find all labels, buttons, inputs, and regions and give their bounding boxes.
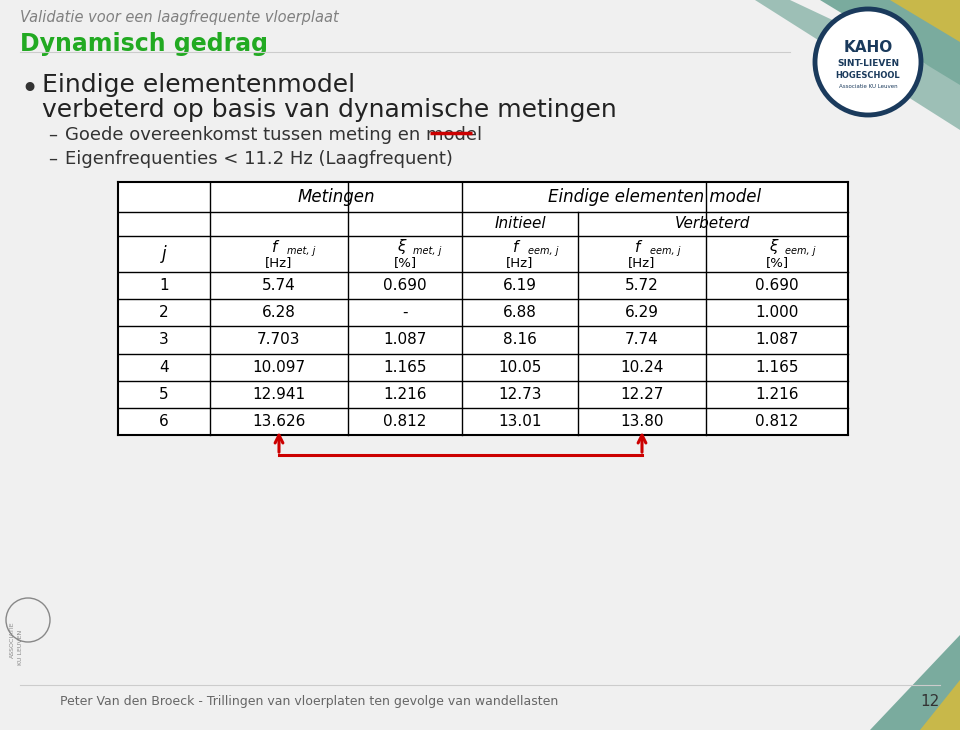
Text: verbeterd op basis van dynamische metingen: verbeterd op basis van dynamische meting…	[42, 98, 616, 122]
Text: 10.24: 10.24	[620, 360, 663, 374]
Text: Eigenfrequenties < 11.2 Hz (Laagfrequent): Eigenfrequenties < 11.2 Hz (Laagfrequent…	[65, 150, 453, 168]
Text: -: -	[402, 305, 408, 320]
Text: 1: 1	[159, 278, 169, 293]
Text: KAHO: KAHO	[844, 40, 893, 55]
Text: 1.087: 1.087	[383, 332, 426, 347]
Text: 10.097: 10.097	[252, 360, 305, 374]
Text: 6.29: 6.29	[625, 305, 659, 320]
Text: f: f	[636, 239, 640, 255]
Text: f: f	[273, 239, 277, 255]
Text: 5: 5	[159, 387, 169, 402]
Text: Initieel: Initieel	[494, 217, 546, 231]
Text: 1.165: 1.165	[756, 360, 799, 374]
Text: 6.28: 6.28	[262, 305, 296, 320]
Text: 6.19: 6.19	[503, 278, 537, 293]
Text: 13.626: 13.626	[252, 414, 305, 429]
Text: 8.16: 8.16	[503, 332, 537, 347]
Text: Associatie KU Leuven: Associatie KU Leuven	[839, 83, 898, 88]
Text: [Hz]: [Hz]	[628, 256, 656, 269]
Circle shape	[815, 9, 921, 115]
Text: •: •	[20, 75, 38, 104]
Text: 12.941: 12.941	[252, 387, 305, 402]
Text: ASSOCIATIE: ASSOCIATIE	[10, 622, 14, 658]
Text: 12: 12	[921, 694, 940, 710]
Text: 5.74: 5.74	[262, 278, 296, 293]
Text: 2: 2	[159, 305, 169, 320]
Text: 12.27: 12.27	[620, 387, 663, 402]
Text: met, j: met, j	[413, 246, 442, 256]
Text: 0.690: 0.690	[383, 278, 427, 293]
Text: 5.72: 5.72	[625, 278, 659, 293]
Polygon shape	[755, 0, 960, 130]
Text: 4: 4	[159, 360, 169, 374]
Text: KU LEUVEN: KU LEUVEN	[18, 629, 23, 664]
Text: 1.000: 1.000	[756, 305, 799, 320]
Polygon shape	[920, 680, 960, 730]
Text: HOGESCHOOL: HOGESCHOOL	[836, 71, 900, 80]
Text: 13.80: 13.80	[620, 414, 663, 429]
Polygon shape	[890, 0, 960, 42]
Text: Verbeterd: Verbeterd	[675, 217, 751, 231]
Text: 12.73: 12.73	[498, 387, 541, 402]
Text: SINT-LIEVEN: SINT-LIEVEN	[837, 60, 900, 69]
Text: Validatie voor een laagfrequente vloerplaat: Validatie voor een laagfrequente vloerpl…	[20, 10, 339, 25]
Text: 0.812: 0.812	[756, 414, 799, 429]
Text: 10.05: 10.05	[498, 360, 541, 374]
Text: –: –	[48, 150, 57, 168]
Text: [Hz]: [Hz]	[506, 256, 534, 269]
Text: 1.087: 1.087	[756, 332, 799, 347]
Text: f: f	[514, 239, 518, 255]
Text: 1.165: 1.165	[383, 360, 427, 374]
Text: eem, j: eem, j	[650, 246, 681, 256]
Text: met, j: met, j	[287, 246, 316, 256]
Polygon shape	[870, 635, 960, 730]
Text: 7.74: 7.74	[625, 332, 659, 347]
Text: 7.703: 7.703	[257, 332, 300, 347]
Text: [%]: [%]	[765, 256, 788, 269]
Text: 3: 3	[159, 332, 169, 347]
Text: ξ: ξ	[769, 239, 778, 255]
Text: eem, j: eem, j	[528, 246, 559, 256]
Text: 13.01: 13.01	[498, 414, 541, 429]
Bar	[118, 182, 848, 435]
Text: 1.216: 1.216	[383, 387, 427, 402]
Text: ξ: ξ	[396, 239, 405, 255]
Text: 1.216: 1.216	[756, 387, 799, 402]
Text: 0.690: 0.690	[756, 278, 799, 293]
Text: 0.812: 0.812	[383, 414, 426, 429]
Polygon shape	[820, 0, 960, 85]
Text: Eindige elementen model: Eindige elementen model	[548, 188, 761, 206]
Text: 6.88: 6.88	[503, 305, 537, 320]
Text: [%]: [%]	[394, 256, 417, 269]
Text: Peter Van den Broeck - Trillingen van vloerplaten ten gevolge van wandellasten: Peter Van den Broeck - Trillingen van vl…	[60, 696, 559, 709]
Text: Eindige elementenmodel: Eindige elementenmodel	[42, 73, 355, 97]
Text: 6: 6	[159, 414, 169, 429]
Text: Dynamisch gedrag: Dynamisch gedrag	[20, 32, 268, 56]
Text: Goede overeenkomst tussen meting en model: Goede overeenkomst tussen meting en mode…	[65, 126, 482, 144]
Text: –: –	[48, 126, 57, 144]
Text: j: j	[161, 245, 166, 263]
Text: Metingen: Metingen	[298, 188, 374, 206]
Text: eem, j: eem, j	[785, 246, 815, 256]
Text: [Hz]: [Hz]	[265, 256, 293, 269]
